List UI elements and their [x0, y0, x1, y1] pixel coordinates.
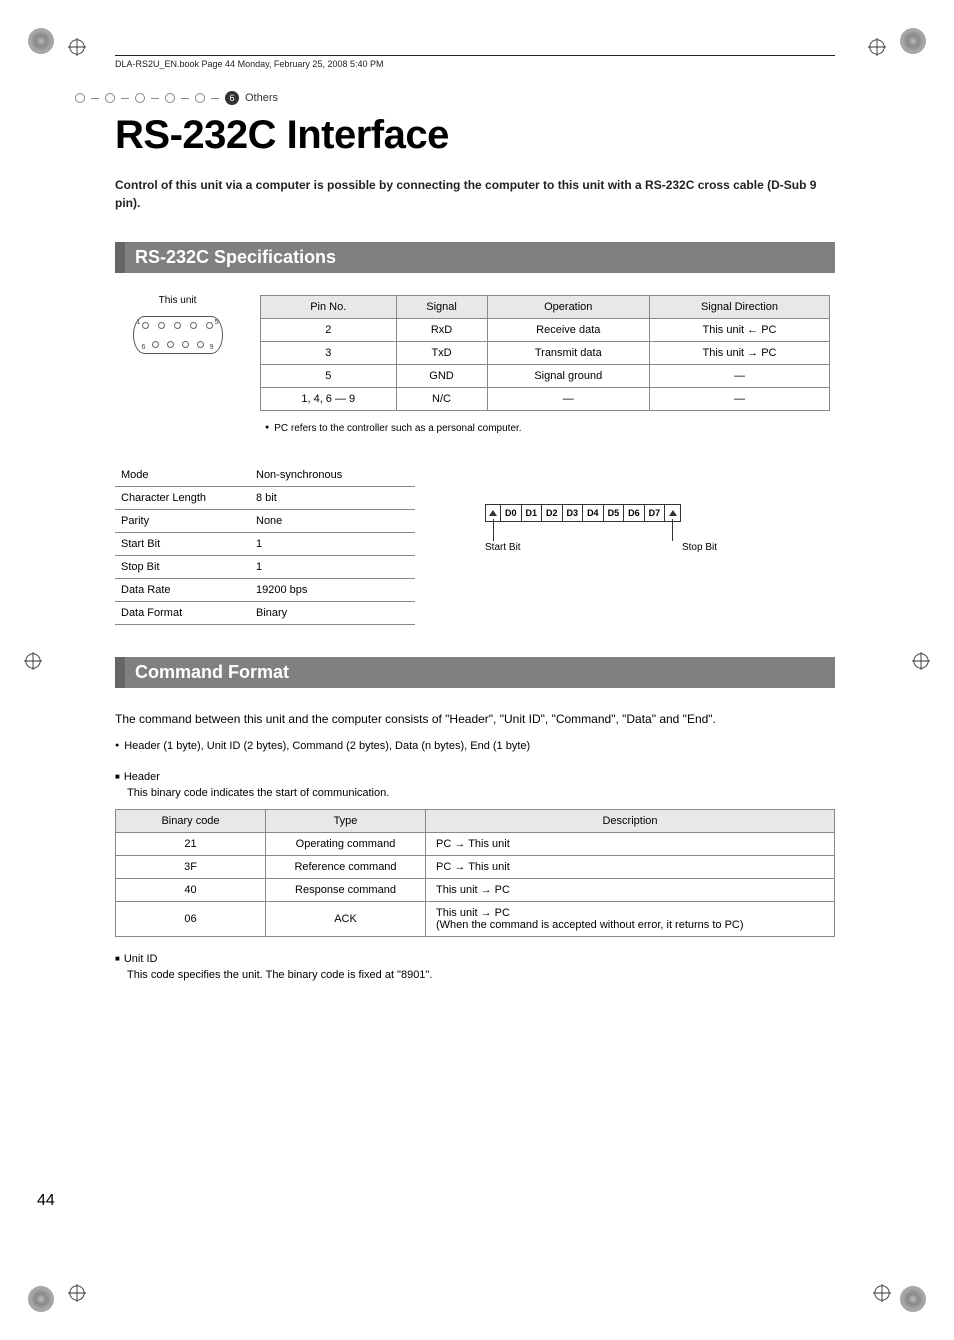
- pin-table-header: Pin No.: [261, 296, 397, 319]
- stop-bit-label: Stop Bit: [682, 542, 717, 553]
- spec-table-cell: Binary: [250, 602, 415, 625]
- registration-mark-icon: [873, 1284, 891, 1302]
- pin-table-header: Signal: [396, 296, 487, 319]
- data-bit-cell: D2: [542, 504, 563, 522]
- hdr-table-cell: Operating command: [266, 832, 426, 855]
- pin-table-cell: This unit → PC: [650, 342, 830, 365]
- pin-table-cell: This unit ← PC: [650, 319, 830, 342]
- pin-table-header: Operation: [487, 296, 649, 319]
- pin-footnote: PC refers to the controller such as a pe…: [265, 423, 835, 434]
- subsection-unitid: Unit ID: [115, 953, 835, 965]
- data-bit-cell: D4: [583, 504, 604, 522]
- hdr-table-header: Type: [266, 809, 426, 832]
- crumb-marker-icon: [195, 93, 205, 103]
- hdr-table-cell: Reference command: [266, 855, 426, 878]
- hdr-table-header: Description: [426, 809, 835, 832]
- crumb-marker-icon: [105, 93, 115, 103]
- spec-table-cell: Mode: [115, 464, 250, 487]
- print-corner-dot: [900, 28, 926, 54]
- data-bit-cell: D5: [604, 504, 625, 522]
- stop-bit-arrow-icon: [665, 504, 681, 522]
- breadcrumb: 6 Others: [75, 91, 835, 105]
- data-bit-cell: D1: [522, 504, 543, 522]
- pin-table-cell: 2: [261, 319, 397, 342]
- unit-label: This unit: [159, 295, 197, 306]
- spec-table-cell: Parity: [115, 510, 250, 533]
- data-bit-cell: D6: [624, 504, 645, 522]
- hdr-table-cell: This unit → PC (When the command is acce…: [426, 901, 835, 936]
- spec-table-cell: Data Format: [115, 602, 250, 625]
- section-heading-cmd: Command Format: [115, 657, 835, 688]
- subsection-header: Header: [115, 771, 835, 783]
- data-bit-cell: D0: [501, 504, 522, 522]
- pin-table-cell: GND: [396, 365, 487, 388]
- pin-table-cell: N/C: [396, 388, 487, 411]
- header-table: Binary code Type Description 21Operating…: [115, 809, 835, 937]
- cmd-note: Header (1 byte), Unit ID (2 bytes), Comm…: [115, 738, 835, 755]
- spec-table-cell: Stop Bit: [115, 556, 250, 579]
- crumb-marker-icon: [135, 93, 145, 103]
- pin-table: Pin No. Signal Operation Signal Directio…: [260, 295, 830, 411]
- section-heading-spec: RS-232C Specifications: [115, 242, 835, 273]
- pin-table-cell: —: [650, 365, 830, 388]
- spec-table-cell: Non-synchronous: [250, 464, 415, 487]
- hdr-table-cell: 06: [116, 901, 266, 936]
- spec-table-cell: 1: [250, 533, 415, 556]
- registration-mark-icon: [868, 38, 886, 56]
- crumb-label: Others: [245, 92, 278, 104]
- page-title: RS-232C Interface: [115, 113, 835, 158]
- print-corner-dot: [900, 1286, 926, 1312]
- crumb-marker-icon: [75, 93, 85, 103]
- pin-table-cell: 5: [261, 365, 397, 388]
- dsub-connector-icon: 1 5 6 9: [133, 316, 223, 354]
- subsection-desc: This binary code indicates the start of …: [127, 787, 835, 799]
- page-number: 44: [37, 1192, 55, 1210]
- start-bit-label: Start Bit: [485, 542, 521, 553]
- spec-table-cell: None: [250, 510, 415, 533]
- pin-table-header: Signal Direction: [650, 296, 830, 319]
- data-bit-cell: D7: [645, 504, 666, 522]
- hdr-table-cell: 40: [116, 878, 266, 901]
- pin-table-cell: 1, 4, 6 — 9: [261, 388, 397, 411]
- print-corner-dot: [28, 28, 54, 54]
- hdr-table-header: Binary code: [116, 809, 266, 832]
- registration-mark-icon: [912, 652, 930, 670]
- hdr-table-cell: This unit → PC: [426, 878, 835, 901]
- spec-table-cell: Character Length: [115, 487, 250, 510]
- pin-table-cell: TxD: [396, 342, 487, 365]
- pin-table-cell: 3: [261, 342, 397, 365]
- intro-text: Control of this unit via a computer is p…: [115, 176, 835, 212]
- pin-table-cell: —: [650, 388, 830, 411]
- print-corner-dot: [28, 1286, 54, 1312]
- subsection-unitid-desc: This code specifies the unit. The binary…: [127, 969, 835, 981]
- pin-table-cell: Signal ground: [487, 365, 649, 388]
- pin-table-cell: Transmit data: [487, 342, 649, 365]
- spec-table: ModeNon-synchronousCharacter Length8 bit…: [115, 464, 415, 625]
- spec-table-cell: 8 bit: [250, 487, 415, 510]
- start-bit-arrow-icon: [485, 504, 501, 522]
- crumb-marker-icon: [165, 93, 175, 103]
- spec-table-cell: Start Bit: [115, 533, 250, 556]
- spec-table-cell: 19200 bps: [250, 579, 415, 602]
- registration-mark-icon: [68, 38, 86, 56]
- pin-table-cell: RxD: [396, 319, 487, 342]
- hdr-table-cell: Response command: [266, 878, 426, 901]
- book-header: DLA-RS2U_EN.book Page 44 Monday, Februar…: [115, 55, 835, 69]
- spec-table-cell: 1: [250, 556, 415, 579]
- hdr-table-cell: 3F: [116, 855, 266, 878]
- hdr-table-cell: PC → This unit: [426, 832, 835, 855]
- registration-mark-icon: [24, 652, 42, 670]
- hdr-table-cell: 21: [116, 832, 266, 855]
- registration-mark-icon: [68, 1284, 86, 1302]
- pin-table-cell: Receive data: [487, 319, 649, 342]
- crumb-current-number: 6: [225, 91, 239, 105]
- dsub-diagram: This unit 1 5 6 9: [115, 295, 240, 354]
- hdr-table-cell: ACK: [266, 901, 426, 936]
- pin-table-cell: —: [487, 388, 649, 411]
- data-bit-cell: D3: [563, 504, 584, 522]
- hdr-table-cell: PC → This unit: [426, 855, 835, 878]
- data-bits-diagram: D0D1D2D3D4D5D6D7 Start Bit Stop Bit: [485, 504, 717, 553]
- spec-table-cell: Data Rate: [115, 579, 250, 602]
- cmd-intro: The command between this unit and the co…: [115, 710, 835, 728]
